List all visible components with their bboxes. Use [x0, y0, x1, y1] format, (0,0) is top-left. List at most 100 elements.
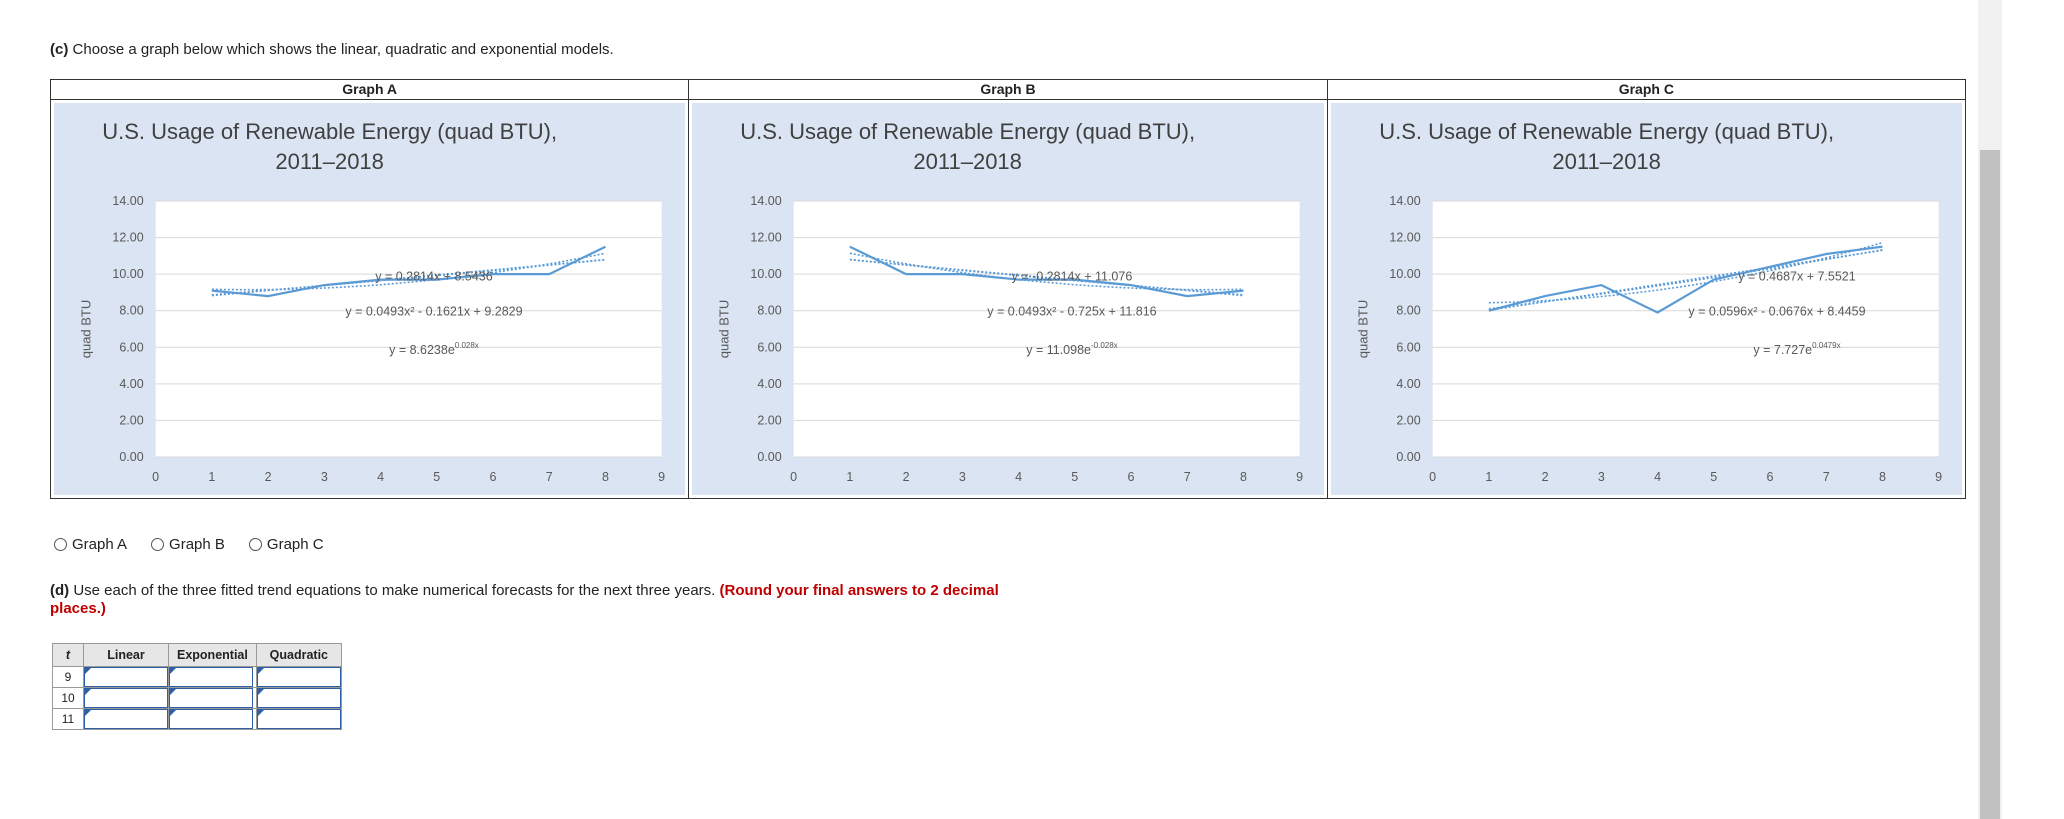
question-c-text: Choose a graph below which shows the lin… [72, 41, 614, 58]
x-tick-label: 4 [1015, 470, 1022, 484]
graph-a-chart: U.S. Usage of Renewable Energy (quad BTU… [54, 103, 686, 495]
y-tick-label: 4.00 [1396, 377, 1420, 391]
chart-subtitle: 2011–2018 [1552, 149, 1661, 174]
linear-input-10[interactable] [84, 688, 168, 708]
y-tick-label: 14.00 [112, 194, 143, 208]
y-tick-label: 12.00 [751, 231, 782, 245]
quadratic-input-10[interactable] [256, 688, 341, 708]
exponential-input-9[interactable] [169, 667, 253, 687]
y-tick-label: 2.00 [1396, 413, 1420, 427]
x-tick-label: 5 [433, 470, 440, 484]
graph-b-chart: U.S. Usage of Renewable Energy (quad BTU… [692, 103, 1324, 495]
y-tick-label: 6.00 [119, 340, 143, 354]
graph-c-chart: U.S. Usage of Renewable Energy (quad BTU… [1330, 103, 1962, 495]
question-c-label: (c) [50, 41, 69, 58]
series-line [1488, 245, 1883, 314]
y-tick-label: 8.00 [758, 304, 782, 318]
y-tick-label: 14.00 [1389, 194, 1420, 208]
graph-c-svg: U.S. Usage of Renewable Energy (quad BTU… [1355, 119, 1942, 484]
exponential-input-10[interactable] [169, 688, 253, 708]
x-tick-label: 0 [152, 470, 159, 484]
forecast-table: t Linear Exponential Quadratic 9 10 11 [52, 643, 342, 730]
x-tick-label: 2 [265, 470, 272, 484]
y-axis-label: quad BTU [717, 300, 732, 359]
radio-circle-icon[interactable] [151, 538, 165, 551]
equation-linear: y = -0.2814x + 11.076 [1012, 269, 1133, 283]
linear-cell [83, 708, 169, 730]
quadratic-cell [255, 708, 342, 730]
chart-subtitle: 2011–2018 [275, 149, 384, 174]
graph-options-panel: Graph A U.S. Usage of Renewable Energy (… [50, 79, 1966, 499]
y-tick-label: 10.00 [751, 267, 782, 281]
exponential-cell [168, 687, 257, 709]
exponential-input-11[interactable] [169, 709, 253, 729]
question-c: (c) Choose a graph below which shows the… [50, 41, 614, 58]
x-tick-label: 6 [1766, 470, 1773, 484]
y-tick-label: 8.00 [119, 304, 143, 318]
x-tick-label: 8 [602, 470, 609, 484]
x-tick-label: 1 [208, 470, 215, 484]
x-tick-label: 2 [903, 470, 910, 484]
graph-b-cell: Graph B U.S. Usage of Renewable Energy (… [689, 80, 1328, 498]
x-tick-label: 3 [959, 470, 966, 484]
equation-linear: y = 0.2814x + 8.5436 [375, 269, 493, 283]
radio-graph-b[interactable]: Graph B [151, 536, 225, 553]
quadratic-input-11[interactable] [256, 709, 341, 729]
y-tick-label: 2.00 [119, 413, 143, 427]
graph-b-header: Graph B [689, 80, 1327, 100]
y-tick-label: 12.00 [112, 231, 143, 245]
equation-exponent: 0.028x [455, 341, 479, 350]
y-tick-label: 6.00 [1396, 340, 1420, 354]
radio-graph-a[interactable]: Graph A [54, 536, 127, 553]
chart-title: U.S. Usage of Renewable Energy (quad BTU… [1379, 119, 1834, 144]
chart-subtitle: 2011–2018 [914, 149, 1023, 174]
table-row: 9 [52, 666, 342, 688]
y-tick-label: 12.00 [1389, 231, 1420, 245]
radio-circle-icon[interactable] [248, 538, 262, 551]
graph-c-header: Graph C [1327, 80, 1965, 100]
row-t-value: 11 [52, 708, 84, 730]
series-line [211, 245, 606, 298]
linear-input-11[interactable] [84, 709, 168, 729]
x-tick-label: 8 [1879, 470, 1886, 484]
header-linear: Linear [83, 643, 169, 667]
radio-circle-icon[interactable] [54, 538, 67, 551]
y-tick-label: 10.00 [1389, 267, 1420, 281]
radio-graph-c[interactable]: Graph C [248, 536, 324, 553]
x-tick-label: 8 [1240, 470, 1247, 484]
graph-choice-group: Graph A Graph B Graph C [54, 536, 324, 553]
y-tick-label: 0.00 [758, 450, 782, 464]
y-tick-label: 4.00 [119, 377, 143, 391]
exponential-cell [168, 708, 257, 730]
radio-graph-c-label: Graph C [266, 536, 324, 553]
x-tick-label: 6 [490, 470, 497, 484]
trendline-exponential [211, 258, 606, 296]
radio-graph-a-label: Graph A [72, 536, 128, 553]
trendline-exponential [850, 258, 1244, 296]
x-tick-label: 7 [1184, 470, 1191, 484]
y-axis-label: quad BTU [1355, 300, 1370, 359]
equation-quadratic: y = 0.0493x² - 0.1621x + 9.2829 [345, 304, 522, 318]
quadratic-input-9[interactable] [256, 667, 341, 687]
equation-linear: y = 0.4687x + 7.5521 [1738, 269, 1856, 283]
header-quadratic: Quadratic [255, 643, 342, 667]
table-row: 11 [52, 708, 342, 730]
plot-area [155, 201, 662, 457]
question-d-note: (Round your final answers to 2 decimal p… [50, 582, 999, 617]
linear-input-9[interactable] [84, 667, 168, 687]
question-d: (d) Use each of the three fitted trend e… [50, 582, 1010, 618]
series-line [849, 245, 1244, 298]
equation-quadratic: y = 0.0596x² - 0.0676x + 8.4459 [1688, 304, 1865, 318]
plot-area [793, 201, 1300, 457]
x-tick-label: 5 [1072, 470, 1079, 484]
x-tick-label: 7 [1822, 470, 1829, 484]
y-tick-label: 4.00 [758, 377, 782, 391]
row-t-value: 9 [52, 666, 84, 688]
equation-quadratic: y = 0.0493x² - 0.725x + 11.816 [988, 304, 1157, 318]
table-row: 10 [52, 687, 342, 709]
scrollbar-thumb[interactable] [1980, 150, 2000, 819]
header-exponential: Exponential [168, 643, 257, 667]
y-tick-label: 2.00 [758, 413, 782, 427]
x-tick-label: 4 [377, 470, 384, 484]
x-tick-label: 7 [546, 470, 553, 484]
